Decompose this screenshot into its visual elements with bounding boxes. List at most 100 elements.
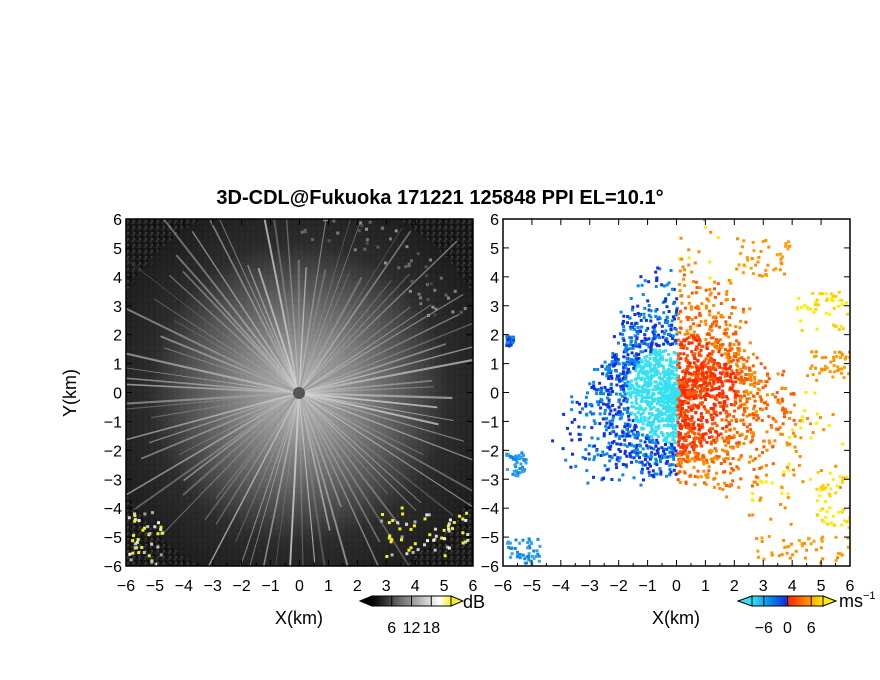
snr-echo-pixel [157,521,160,525]
velocity-pixel [639,413,643,416]
velocity-pixel [601,402,605,406]
velocity-pixel [699,419,703,423]
velocity-pixel [755,418,759,422]
velocity-pixel [710,459,714,463]
velocity-pixel [776,398,780,402]
velocity-pixel [666,403,670,406]
velocity-pixel [677,361,681,365]
velocity-pixel [657,321,661,325]
snr-cloud-pixel [357,229,361,233]
velocity-pixel [663,331,666,335]
velocity-pixel [607,426,611,430]
velocity-pixel [625,400,629,404]
velocity-pixel [678,269,682,273]
velocity-pixel [686,393,689,397]
velocity-y-tick-label: −2 [481,443,499,460]
velocity-pixel [641,422,645,426]
velocity-outer-pixel [812,311,816,315]
velocity-pixel [636,311,640,315]
velocity-pixel [684,371,688,375]
velocity-outer-pixel [847,372,850,376]
snr-cloud-pixel [365,238,369,242]
velocity-pixel [761,451,764,455]
velocity-pixel [642,427,646,431]
velocity-pixel [740,376,743,380]
velocity-pixel [598,392,602,396]
velocity-pixel [598,422,602,426]
velocity-outer-pixel [517,456,520,460]
velocity-pixel [738,326,742,330]
velocity-pixel [680,393,684,397]
velocity-pixel [610,360,614,364]
velocity-pixel [658,399,662,403]
snr-ray [182,392,300,496]
velocity-pixel [779,432,783,436]
velocity-outer-pixel [791,553,795,557]
velocity-pixel [636,331,640,335]
velocity-pixel [633,423,637,427]
velocity-pixel [723,328,727,332]
snr-echo-pixel [161,531,165,535]
velocity-pixel [703,226,707,230]
velocity-pixel [758,498,762,502]
velocity-outer-pixel [815,513,819,517]
velocity-pixel [667,310,671,313]
velocity-pixel [626,380,630,384]
velocity-pixel [671,419,675,423]
velocity-pixel [702,382,706,385]
velocity-pixel [708,381,712,385]
velocity-pixel [676,454,680,458]
velocity-outer-pixel [789,542,793,546]
velocity-outer-pixel [809,367,813,370]
velocity-pixel [606,396,609,400]
snr-ray [298,379,433,394]
velocity-pixel [605,421,609,425]
snr-ray [289,392,300,566]
velocity-pixel [726,452,730,456]
velocity-pixel [657,364,661,368]
velocity-pixel [573,418,577,422]
velocity-pixel [733,376,737,380]
velocity-pixel [637,357,641,360]
snr-ray [215,392,300,525]
velocity-outer-pixel [837,510,841,514]
velocity-pixel [697,393,701,397]
snr-cloud-pixel [439,276,443,280]
velocity-pixel [662,447,666,451]
velocity-pixel [670,431,674,435]
velocity-pixel [704,338,708,342]
velocity-outer-pixel [764,239,768,242]
velocity-pixel [654,270,658,274]
velocity-pixel [754,475,758,479]
velocity-pixel [712,438,716,442]
velocity-pixel [644,329,648,332]
velocity-pixel [641,293,645,296]
velocity-pixel [763,366,767,370]
velocity-pixel [668,463,672,467]
velocity-pixel [670,395,674,398]
velocity-pixel [656,266,660,270]
velocity-pixel [663,383,667,387]
velocity-pixel [588,410,592,414]
velocity-pixel [674,341,678,345]
velocity-pixel [682,352,686,356]
velocity-pixel [657,426,661,430]
velocity-pixel [712,358,716,362]
velocity-pixel [664,329,668,333]
velocity-pixel [654,457,658,461]
velocity-pixel [712,320,716,324]
velocity-pixel [669,446,673,450]
velocity-pixel [715,436,719,440]
velocity-pixel [712,402,716,406]
velocity-pixel [655,459,658,463]
velocity-outer-pixel [837,367,841,371]
velocity-pixel [683,414,687,418]
velocity-pixel [678,399,682,403]
velocity-pixel [683,284,687,288]
velocity-pixel [681,443,685,447]
velocity-pixel [660,355,664,359]
velocity-pixel [646,299,650,303]
velocity-pixel [710,322,714,326]
velocity-pixel [690,270,694,274]
velocity-pixel [734,330,738,334]
